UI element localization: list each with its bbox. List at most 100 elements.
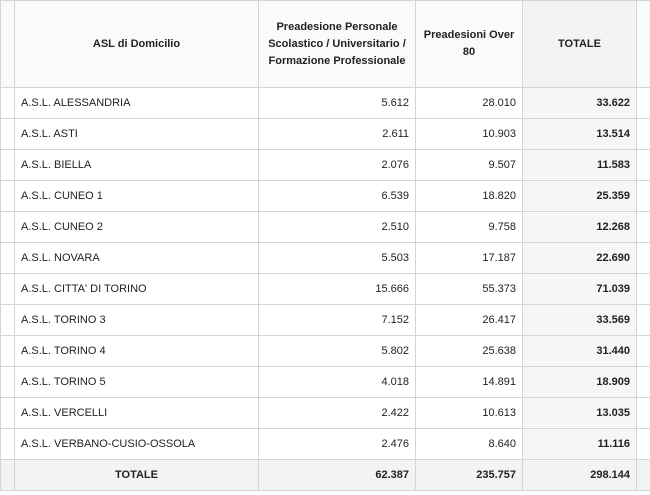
table-row: A.S.L. BIELLA 2.076 9.507 11.583 (0, 149, 650, 181)
cell-value: 26.417 (415, 304, 523, 336)
cell-value: 22.690 (522, 242, 637, 274)
edge-cell (0, 304, 15, 336)
asl-name: A.S.L. VERCELLI (14, 397, 259, 429)
edge-cell (636, 273, 650, 305)
cell-value: 33.569 (522, 304, 637, 336)
column-header: TOTALE (522, 0, 637, 88)
cell-value: 25.638 (415, 335, 523, 367)
cell-value: 13.514 (522, 118, 637, 150)
cell-value: 10.903 (415, 118, 523, 150)
edge-cell (636, 459, 650, 491)
edge-cell (0, 149, 15, 181)
edge-cell (0, 366, 15, 398)
edge-cell (0, 242, 15, 274)
cell-value: 71.039 (522, 273, 637, 305)
cell-value: 31.440 (522, 335, 637, 367)
edge-cell (636, 366, 650, 398)
table-row: A.S.L. CITTA' DI TORINO 15.666 55.373 71.03… (0, 273, 650, 305)
total-value: 235.757 (415, 459, 523, 491)
asl-name: A.S.L. CITTA' DI TORINO (14, 273, 259, 305)
cell-value: 14.891 (415, 366, 523, 398)
edge-cell (636, 118, 650, 150)
edge-cell (636, 180, 650, 212)
edge-cell (636, 397, 650, 429)
edge-cell (636, 149, 650, 181)
header-row: ASL di Domicilio Preadesione Personale Sc… (0, 0, 650, 88)
cell-value: 5.612 (258, 87, 416, 119)
edge-cell (636, 428, 650, 460)
table-row: A.S.L. CUNEO 2 2.510 9.758 12.268 (0, 211, 650, 243)
cell-value: 10.613 (415, 397, 523, 429)
cell-value: 5.503 (258, 242, 416, 274)
cell-value: 33.622 (522, 87, 637, 119)
cell-value: 55.373 (415, 273, 523, 305)
total-value: 62.387 (258, 459, 416, 491)
cell-value: 11.116 (522, 428, 637, 460)
edge-cell (636, 0, 650, 88)
cell-value: 2.510 (258, 211, 416, 243)
cell-value: 25.359 (522, 180, 637, 212)
cell-value: 4.018 (258, 366, 416, 398)
asl-name: A.S.L. TORINO 3 (14, 304, 259, 336)
asl-name: A.S.L. TORINO 4 (14, 335, 259, 367)
cell-value: 2.611 (258, 118, 416, 150)
total-value: 298.144 (522, 459, 637, 491)
cell-value: 18.909 (522, 366, 637, 398)
asl-name: A.S.L. ASTI (14, 118, 259, 150)
cell-value: 9.758 (415, 211, 523, 243)
asl-name: A.S.L. VERBANO-CUSIO-OSSOLA (14, 428, 259, 460)
table-row: A.S.L. TORINO 4 5.802 25.638 31.440 (0, 335, 650, 367)
cell-value: 6.539 (258, 180, 416, 212)
cell-value: 9.507 (415, 149, 523, 181)
edge-cell (636, 87, 650, 119)
total-label: TOTALE (14, 459, 259, 491)
cell-value: 5.802 (258, 335, 416, 367)
table-row: A.S.L. ALESSANDRIA 5.612 28.010 33.622 (0, 87, 650, 119)
cell-value: 17.187 (415, 242, 523, 274)
asl-name: A.S.L. NOVARA (14, 242, 259, 274)
edge-cell (0, 87, 15, 119)
table-row: A.S.L. VERBANO-CUSIO-OSSOLA 2.476 8.640 11.… (0, 428, 650, 460)
edge-cell (0, 180, 15, 212)
asl-name: A.S.L. CUNEO 2 (14, 211, 259, 243)
edge-cell (0, 335, 15, 367)
edge-cell (636, 304, 650, 336)
column-header: Preadesione Personale Scolastico / Unive… (258, 0, 416, 88)
cell-value: 8.640 (415, 428, 523, 460)
table-body: A.S.L. ALESSANDRIA 5.612 28.010 33.622 A.S.L… (0, 87, 650, 491)
edge-cell (636, 211, 650, 243)
cell-value: 13.035 (522, 397, 637, 429)
column-header: ASL di Domicilio (14, 0, 259, 88)
edge-cell (0, 118, 15, 150)
cell-value: 2.422 (258, 397, 416, 429)
asl-name: A.S.L. TORINO 5 (14, 366, 259, 398)
edge-cell (0, 211, 15, 243)
asl-name: A.S.L. CUNEO 1 (14, 180, 259, 212)
table-row: A.S.L. VERCELLI 2.422 10.613 13.035 (0, 397, 650, 429)
edge-cell (636, 335, 650, 367)
cell-value: 15.666 (258, 273, 416, 305)
table-row: A.S.L. TORINO 3 7.152 26.417 33.569 (0, 304, 650, 336)
cell-value: 11.583 (522, 149, 637, 181)
asl-name: A.S.L. ALESSANDRIA (14, 87, 259, 119)
edge-cell (0, 397, 15, 429)
edge-cell (0, 0, 15, 88)
total-row: TOTALE 62.387 235.757 298.144 (0, 459, 650, 491)
cell-value: 7.152 (258, 304, 416, 336)
edge-cell (0, 428, 15, 460)
edge-cell (0, 273, 15, 305)
table-row: A.S.L. TORINO 5 4.018 14.891 18.909 (0, 366, 650, 398)
cell-value: 28.010 (415, 87, 523, 119)
table-row: A.S.L. ASTI 2.611 10.903 13.514 (0, 118, 650, 150)
table-row: A.S.L. NOVARA 5.503 17.187 22.690 (0, 242, 650, 274)
column-header: Preadesioni Over 80 (415, 0, 523, 88)
table-row: A.S.L. CUNEO 1 6.539 18.820 25.359 (0, 180, 650, 212)
cell-value: 12.268 (522, 211, 637, 243)
cell-value: 2.476 (258, 428, 416, 460)
cell-value: 2.076 (258, 149, 416, 181)
edge-cell (636, 242, 650, 274)
cell-value: 18.820 (415, 180, 523, 212)
asl-name: A.S.L. BIELLA (14, 149, 259, 181)
